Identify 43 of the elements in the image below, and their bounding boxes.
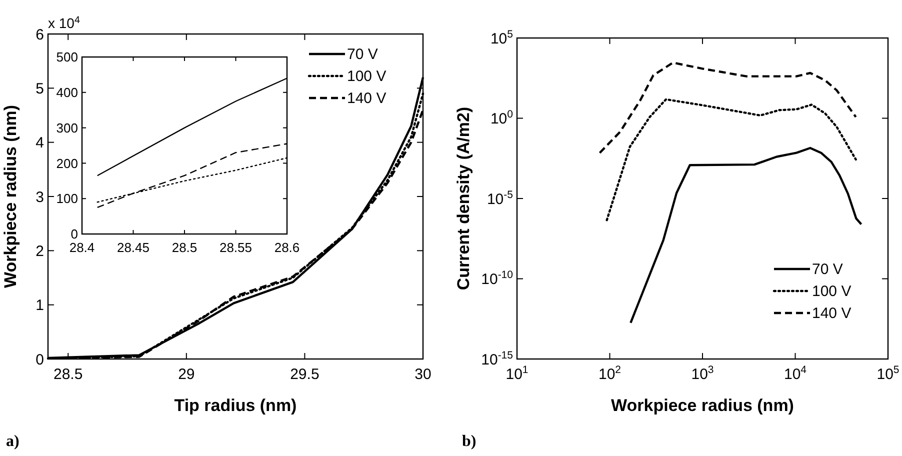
x-tick-label: 28.45 <box>116 240 150 255</box>
legend-label: 100 V <box>347 68 386 85</box>
y-tick-label: 10$^{-5}$ <box>486 188 514 208</box>
x-tick-label: 10$^{4}$ <box>784 364 807 383</box>
y-tick-label: 0 <box>70 226 78 242</box>
x-tick-label: 29.5 <box>290 366 320 383</box>
y-tick-label: 100 <box>56 191 78 206</box>
y-tick-label: 6 <box>36 26 44 44</box>
x-tick-label: 28.4 <box>69 240 95 255</box>
x-axis-title: Tip radius (nm) <box>174 396 297 415</box>
y-axis-title: Workpiece radius (nm) <box>1 105 20 288</box>
y-tick-label: 0 <box>36 351 44 368</box>
x-axis-title: Workpiece radius (nm) <box>611 396 794 415</box>
y-tick-label: 400 <box>56 84 78 100</box>
x-tick-label: 28.6 <box>274 240 300 255</box>
x-tick-label: 10$^{5}$ <box>876 364 900 383</box>
x-tick-label: 10$^{2}$ <box>598 364 622 383</box>
y-tick-label: 500 <box>56 50 78 65</box>
legend-label: 140 V <box>812 305 852 322</box>
y-tick-label: 5 <box>36 80 44 98</box>
text: b) <box>462 433 476 450</box>
legend-label: 140 V <box>347 90 386 107</box>
x-tick-label: 30 <box>414 366 432 383</box>
x-tick-label: 28.5 <box>172 240 198 255</box>
y-tick-label: 300 <box>56 120 78 136</box>
y-tick-label: 3 <box>36 188 44 206</box>
legend-label: 70 V <box>812 261 843 278</box>
y-tick-label: 2 <box>36 242 44 260</box>
x-tick-label: 28.55 <box>219 240 252 255</box>
legend-label: 100 V <box>812 283 852 300</box>
y-tick-label: 1 <box>36 297 44 314</box>
y-tick-label: 10$^{0}$ <box>490 108 514 128</box>
y-tick-label: 10$^{5}$ <box>490 28 514 48</box>
text: x 10$^{4}$ <box>48 14 80 31</box>
x-tick-label: 29 <box>178 366 195 383</box>
legend-label: 70 V <box>347 46 378 63</box>
text: a) <box>6 433 20 450</box>
x-tick-label: 28.5 <box>54 366 83 383</box>
y-axis-title: Current density (A/m2) <box>454 106 473 290</box>
y-tick-label: 4 <box>36 134 44 152</box>
y-tick-label: 200 <box>56 156 78 171</box>
x-tick-label: 10$^{3}$ <box>691 364 714 383</box>
y-tick-label: 10$^{-10}$ <box>481 269 514 288</box>
